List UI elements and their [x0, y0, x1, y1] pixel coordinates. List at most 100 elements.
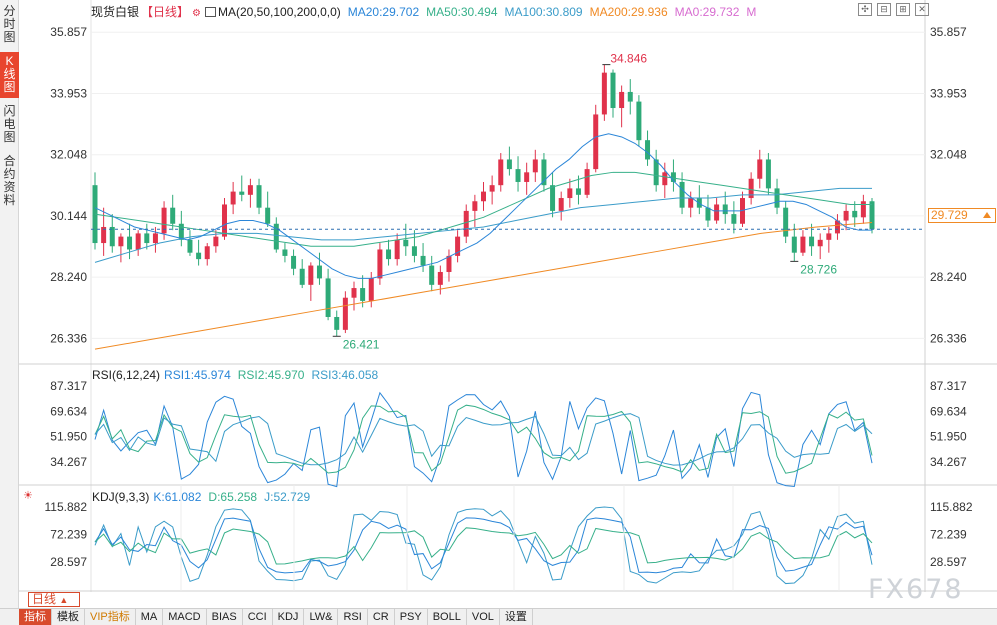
crosshair-icon[interactable]: ✣	[858, 3, 872, 16]
rsi-params: RSI(6,12,24)	[92, 368, 161, 382]
candle-body	[498, 159, 504, 186]
tab-contract-info[interactable]: 合约资料	[3, 154, 16, 207]
candle-body	[869, 201, 875, 230]
close-icon[interactable]: ✕	[915, 3, 929, 16]
rsi-legend: RSI(6,12,24) RSI1:45.974 RSI2:45.970 RSI3:4…	[92, 368, 385, 382]
bottom-tab-rsi[interactable]: RSI	[338, 609, 368, 625]
candle-body	[826, 233, 832, 240]
zoom-in-icon[interactable]: ⊞	[896, 3, 910, 16]
candle-body	[377, 249, 383, 279]
period-selector-label: 日线	[32, 592, 57, 606]
candle-body	[714, 204, 720, 221]
candle-body	[213, 236, 219, 247]
rsi-tick-left: 69.634	[50, 404, 87, 418]
bottom-tab-ma[interactable]: MA	[136, 609, 164, 625]
candle-body	[429, 265, 435, 285]
bottom-tab-bias[interactable]: BIAS	[207, 609, 243, 625]
candle-body	[291, 255, 297, 269]
tab-flash[interactable]: 闪电图	[3, 104, 16, 144]
bottom-tab-lw[interactable]: LW&	[304, 609, 339, 625]
candle-body	[567, 188, 573, 199]
rsi-tick-right: 34.267	[930, 455, 967, 469]
candle-body	[541, 159, 547, 186]
x-axis-label: 2025/01	[839, 591, 883, 592]
candle-body	[178, 223, 184, 240]
candle-body	[247, 185, 253, 195]
candle-body	[515, 169, 521, 182]
tab-timeshare[interactable]: 分时图	[3, 4, 16, 44]
bottom-tab-cci[interactable]: CCI	[243, 609, 273, 625]
chart-canvas[interactable]: 35.857 35.857 33.953 33.953 32.048 32.048 30.1…	[19, 0, 997, 592]
tab-kline[interactable]: K线图	[0, 52, 19, 98]
period-selector[interactable]: 日线 ▲	[28, 592, 80, 607]
rsi3-line	[94, 413, 873, 466]
bottom-tab-psy[interactable]: PSY	[395, 609, 428, 625]
low-annotation-left: 26.421	[343, 337, 380, 351]
candle-body	[472, 201, 478, 211]
candle-body	[705, 207, 711, 221]
ma-toggle-icon[interactable]	[205, 7, 216, 17]
candle-body	[437, 271, 443, 285]
d-value: D:65.258	[208, 490, 258, 504]
candle-body	[627, 91, 633, 102]
candle-body	[446, 255, 452, 272]
bottom-tab-macd[interactable]: MACD	[163, 609, 207, 625]
candle-body	[316, 265, 322, 279]
candle-body	[740, 198, 745, 224]
candle-body	[532, 159, 538, 173]
bottom-tab-indicators[interactable]: 指标	[19, 609, 52, 625]
price-tick-right: 35.857	[930, 25, 967, 39]
kdj-tick-left: 72.239	[50, 528, 87, 542]
zoom-out-icon[interactable]: ⊟	[877, 3, 891, 16]
candle-body	[455, 236, 461, 256]
bottom-tab-kdj[interactable]: KDJ	[273, 609, 305, 625]
candle-body	[403, 239, 409, 247]
low-annotation-right: 28.726	[800, 262, 837, 276]
price-tick-left: 30.144	[50, 209, 87, 223]
candle-body	[584, 169, 590, 195]
bottom-tab-cr[interactable]: CR	[368, 609, 395, 625]
candle-body	[748, 178, 754, 199]
candle-body	[550, 185, 556, 211]
x-axis-label: 2024/08	[294, 591, 338, 592]
ma50-line	[94, 171, 872, 247]
candle-body	[852, 210, 858, 218]
candle-body	[765, 159, 771, 189]
ma200-line	[94, 221, 873, 350]
bottom-tab-vol[interactable]: VOL	[467, 609, 500, 625]
kdj-j-line	[94, 506, 873, 585]
candle-body	[834, 220, 840, 234]
candle-body	[791, 236, 797, 253]
candle-body	[256, 185, 262, 208]
kdj-params: KDJ(9,3,3)	[92, 490, 150, 504]
indicator-settings-icon[interactable]: ☀	[23, 490, 33, 502]
settings-icon[interactable]: ⚙	[192, 8, 201, 19]
price-tick-left: 33.953	[50, 86, 87, 100]
price-tick-right: 32.048	[930, 148, 967, 162]
rsi2-value: RSI2:45.970	[237, 368, 305, 382]
rsi-tick-right: 87.317	[930, 379, 967, 393]
chart-area[interactable]: 35.857 35.857 33.953 33.953 32.048 32.048 30.1…	[19, 0, 997, 592]
candle-body	[299, 268, 305, 285]
candle-body	[351, 288, 357, 298]
price-tick-left: 28.240	[50, 270, 87, 284]
rsi3-value: RSI3:46.058	[311, 368, 379, 382]
rsi-tick-left: 87.317	[50, 379, 87, 393]
candle-body	[645, 140, 651, 160]
candle-body	[679, 181, 685, 208]
bottom-tab-settings[interactable]: 设置	[500, 609, 533, 625]
price-tick-left: 35.857	[50, 25, 87, 39]
candle-body	[481, 191, 486, 202]
main-legend: 现货白银 【日线】 ⚙ MA(20,50,100,200,0,0) MA20:29.70…	[91, 3, 763, 20]
candle-body	[170, 207, 176, 224]
x-axis-label: 2024/07	[181, 591, 225, 592]
view-sidebar: 分时图 K线图 闪电图 合约资料	[0, 0, 19, 608]
bottom-tab-template[interactable]: 模板	[52, 609, 85, 625]
symbol-name: 现货白银	[91, 5, 140, 19]
candle-body	[265, 207, 271, 224]
candle-body	[394, 239, 400, 260]
bottom-tab-boll[interactable]: BOLL	[428, 609, 467, 625]
bottom-tab-vip[interactable]: VIP指标	[85, 609, 136, 625]
rsi1-value: RSI1:45.974	[164, 368, 231, 382]
candle-body	[204, 246, 210, 260]
